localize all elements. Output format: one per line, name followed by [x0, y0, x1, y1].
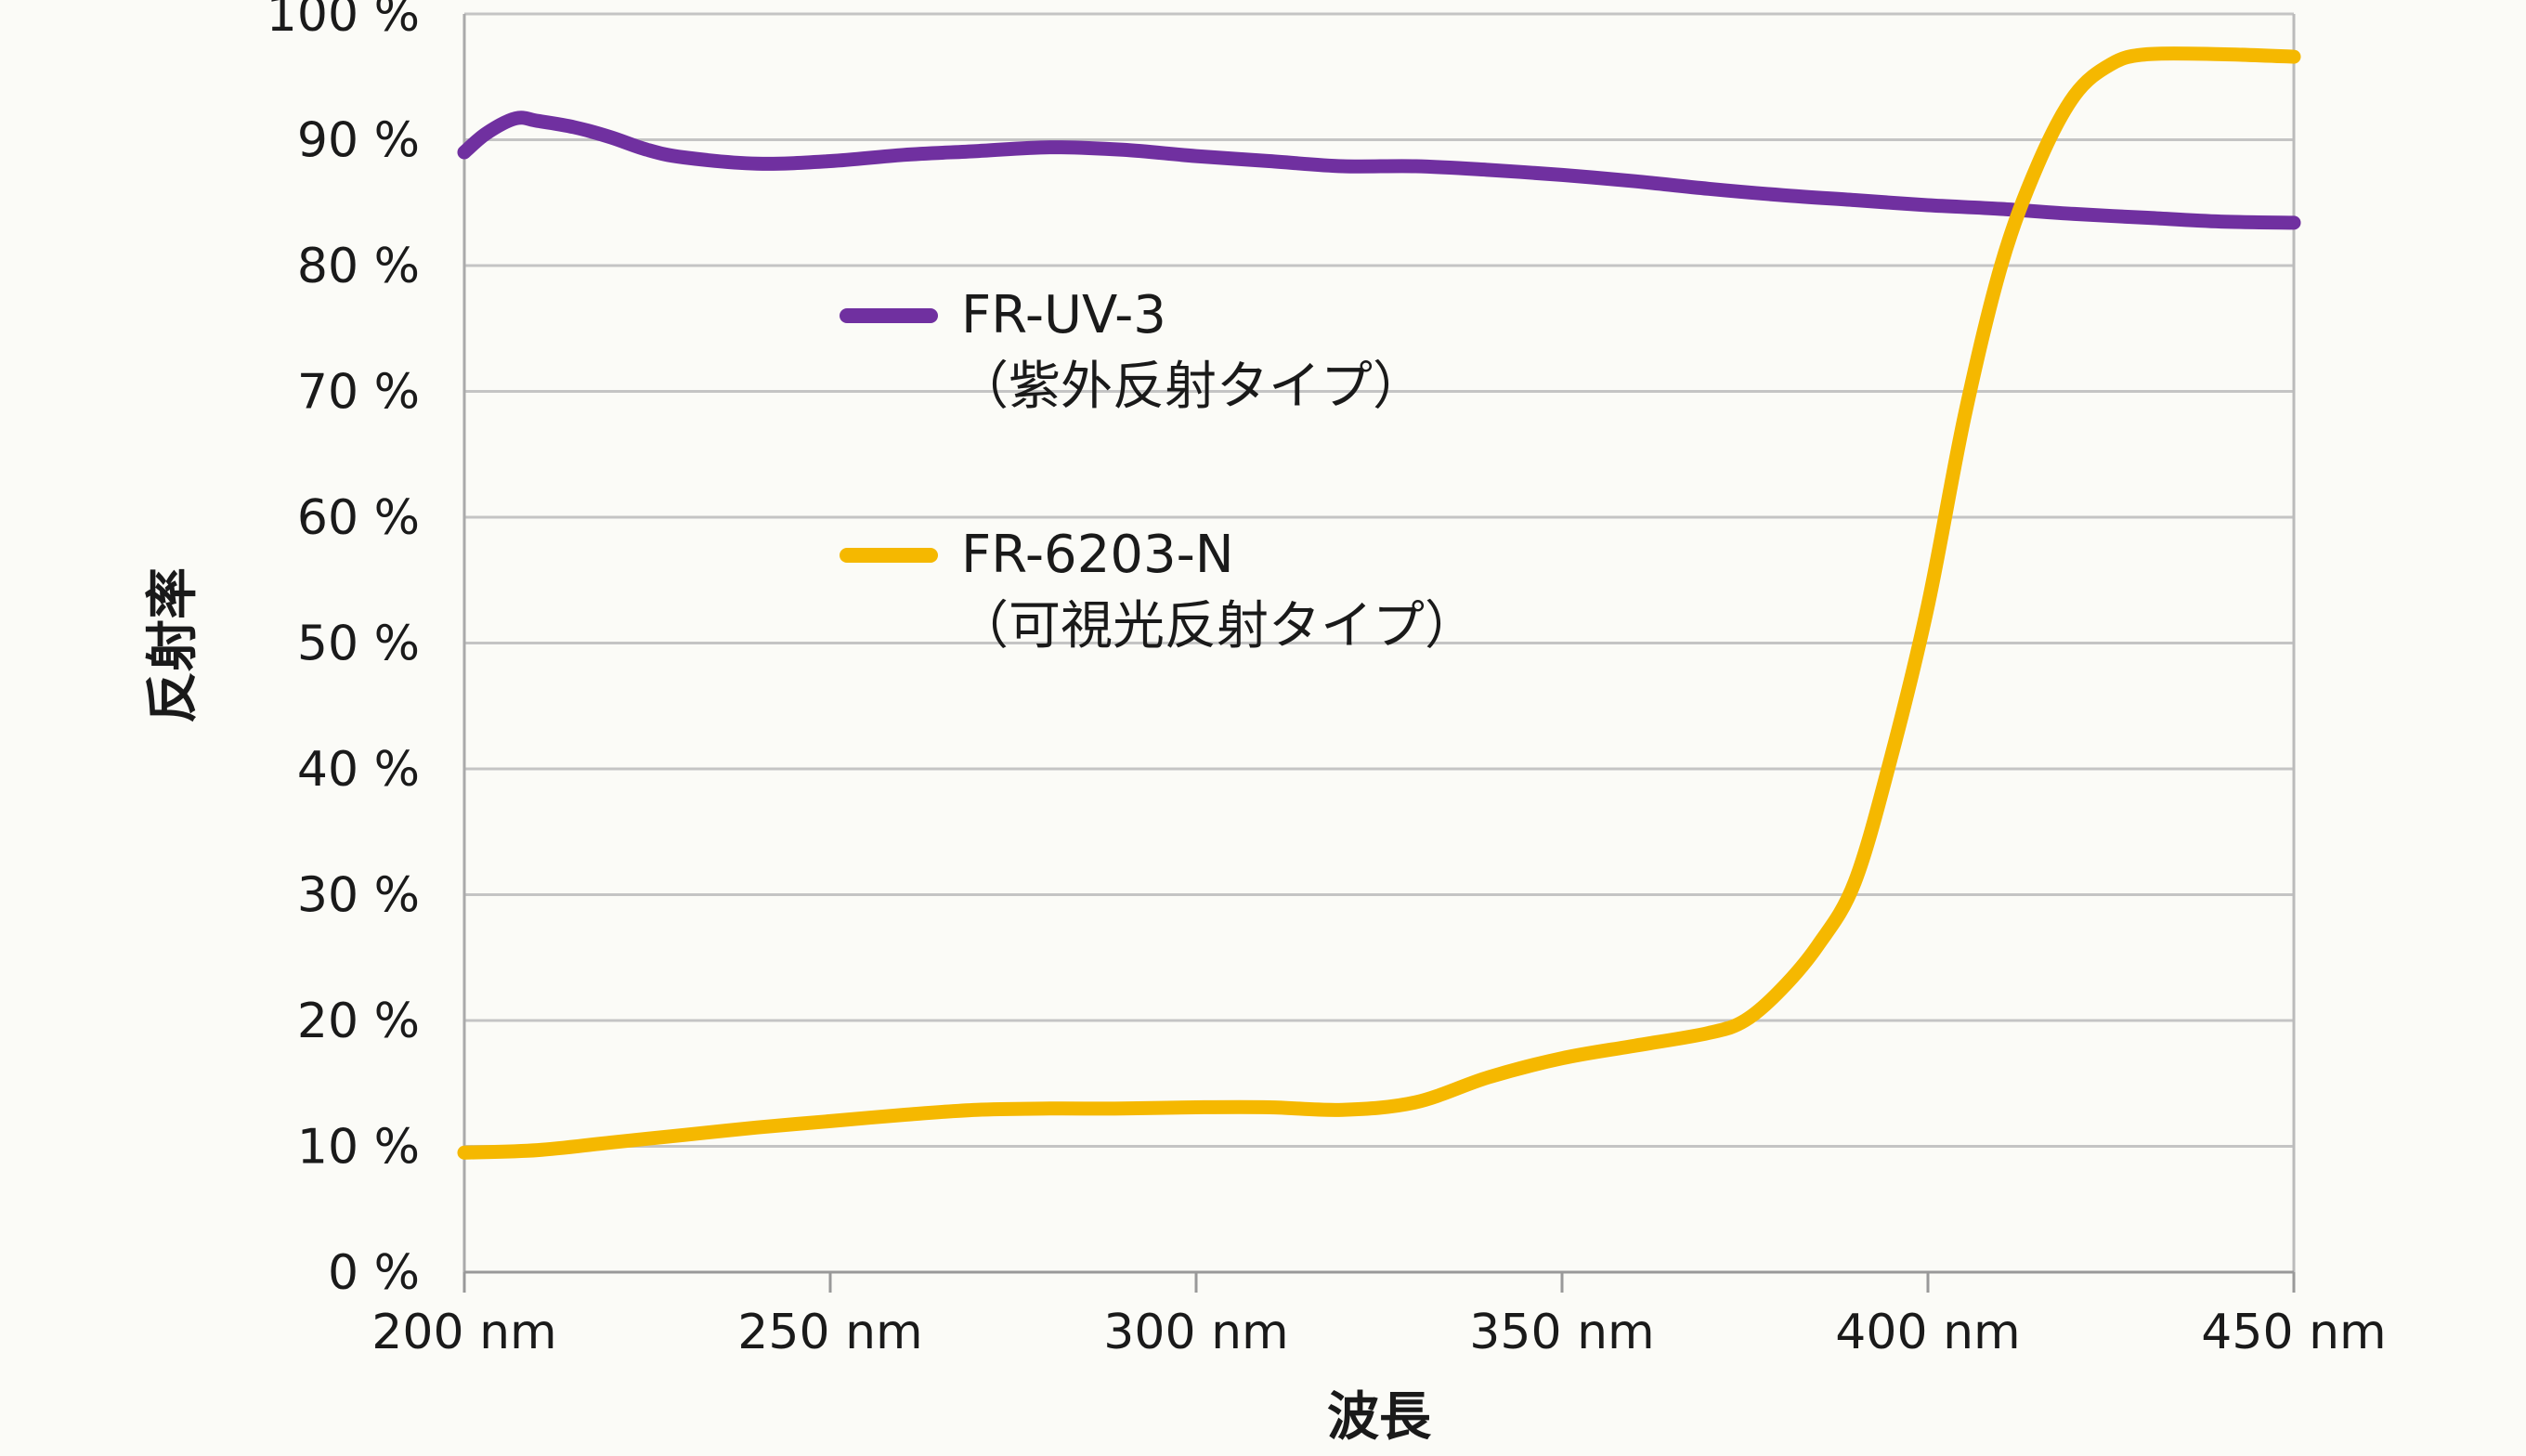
series-line-1 [457, 46, 2301, 1160]
y-tick-label: 60 % [297, 490, 420, 546]
legend: FR-UV-3 （紫外反射タイプ） FR-6203-N （可視光反射タイプ） [840, 285, 1477, 656]
y-tick-label: 20 % [297, 994, 420, 1049]
y-tick-label: 100 % [267, 0, 420, 43]
y-tick-label: 70 % [297, 365, 420, 421]
y-tick-label: 0 % [328, 1245, 420, 1301]
y-tick-label: 80 % [297, 239, 420, 294]
x-tick-label: 350 nm [1469, 1305, 1654, 1360]
x-tick-label: 300 nm [1103, 1305, 1288, 1360]
gridlines [464, 12, 2294, 1148]
y-tick-label: 40 % [297, 742, 420, 798]
legend-label-0: FR-UV-3 [961, 285, 1166, 345]
x-tick-label: 250 nm [737, 1305, 922, 1360]
x-tick-label: 400 nm [1835, 1305, 2020, 1360]
y-tick-label: 50 % [297, 617, 420, 672]
y-axis-ticks: 0 % 10 % 20 % 30 % 40 % 50 % 60 % 70 % 80 % 90 % 1… [267, 0, 420, 1301]
x-tick-label: 200 nm [371, 1305, 556, 1360]
x-axis-ticks: 200 nm 250 nm 300 nm 350 nm 400 nm 450 nm [371, 1272, 2387, 1360]
x-tick-label: 450 nm [2201, 1305, 2386, 1360]
legend-label-1: FR-6203-N [961, 525, 1234, 585]
y-axis-title: 反射率 [143, 567, 203, 723]
legend-sublabel-0: （紫外反射タイプ） [957, 357, 1425, 417]
legend-sublabel-1: （可視光反射タイプ） [957, 596, 1477, 656]
x-axis-title: 波長 [1327, 1387, 1432, 1448]
y-tick-label: 90 % [297, 113, 420, 169]
y-tick-label: 30 % [297, 868, 420, 924]
y-tick-label: 10 % [297, 1120, 420, 1176]
series-line-0 [457, 110, 2301, 230]
series-lines [457, 46, 2301, 1160]
